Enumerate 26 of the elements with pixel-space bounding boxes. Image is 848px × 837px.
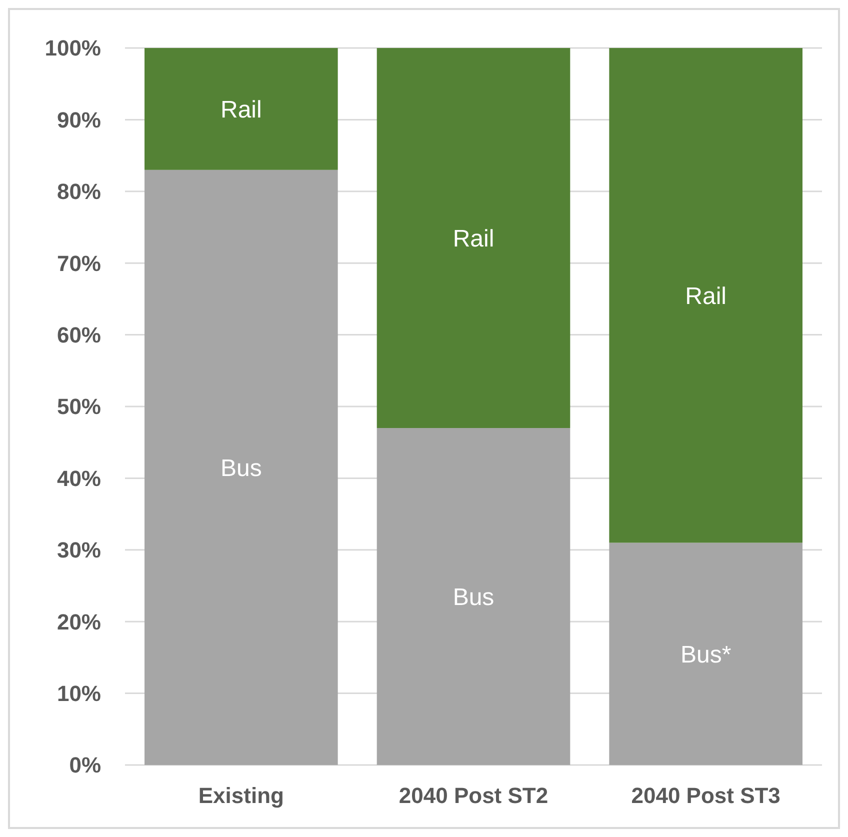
x-tick-label: 2040 Post ST3: [631, 783, 780, 808]
bar: [376, 48, 570, 428]
y-tick-label: 20%: [56, 609, 101, 634]
bar: [376, 428, 570, 765]
y-tick-label: 40%: [56, 466, 101, 491]
y-tick-label: 60%: [56, 322, 101, 348]
y-tick-label: 90%: [56, 107, 101, 132]
bar: [609, 48, 802, 543]
y-tick-label: 50%: [56, 394, 101, 420]
data-label: Rail: [685, 282, 727, 310]
bar: [144, 170, 338, 765]
x-tick-label: Existing: [198, 783, 284, 808]
data-label: Bus: [452, 584, 494, 611]
x-tick-label: 2040 Post ST2: [398, 783, 548, 808]
data-label: Rail: [452, 225, 494, 252]
y-tick-label: 10%: [56, 681, 101, 706]
y-tick-label: 30%: [56, 538, 101, 563]
data-label: Bus: [220, 454, 262, 482]
bar: [609, 542, 802, 765]
y-tick-label: 100%: [44, 36, 101, 61]
data-label: Bus*: [680, 641, 732, 668]
data-label: Rail: [220, 96, 262, 124]
bar: [144, 48, 338, 170]
y-tick-label: 80%: [56, 179, 101, 204]
y-tick-label: 70%: [56, 250, 101, 276]
y-tick-label: 0%: [69, 752, 101, 778]
